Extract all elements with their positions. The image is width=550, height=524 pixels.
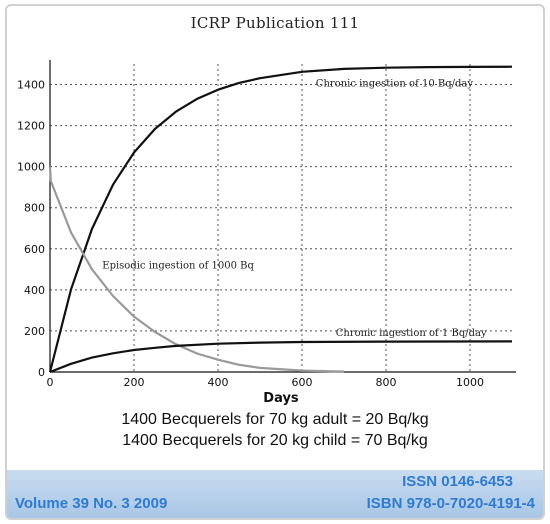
y-tick-label: 0 — [38, 366, 45, 379]
y-tick-label: 1200 — [17, 120, 45, 133]
x-tick-label: 0 — [47, 376, 54, 389]
grid — [50, 64, 512, 372]
y-tick-label: 600 — [24, 243, 45, 256]
isbn-label: ISBN 978-0-7020-4191-4 — [366, 495, 535, 512]
y-tick-label: 400 — [24, 284, 45, 297]
x-tick-label: 600 — [292, 376, 313, 389]
annotations: Chronic ingestion of 10 Bq/day Episodic i… — [102, 79, 487, 339]
x-tick-label: 800 — [376, 376, 397, 389]
publication-title: ICRP Publication 111 — [190, 14, 360, 32]
line-chart: 0 200 400 600 800 1000 0 200 400 600 800 1000 1200 14… — [17, 60, 516, 406]
tick-labels: 0 200 400 600 800 1000 0 200 400 600 800 1000 1200 14… — [17, 79, 484, 389]
series-line-1 — [48, 65, 513, 373]
volume-label: Volume 39 No. 3 2009 — [15, 495, 168, 512]
issn-label: ISSN 0146-6453 — [402, 473, 513, 490]
note-adult: 1400 Becquerels for 70 kg adult = 20 Bq/… — [121, 411, 429, 428]
footer-band: ISSN 0146-6453 Volume 39 No. 3 2009 ISBN… — [7, 470, 543, 518]
y-tick-label: 200 — [24, 325, 45, 338]
x-axis-label: Days — [263, 391, 299, 406]
series-line-3 — [49, 340, 513, 374]
plot-area — [50, 64, 512, 372]
series-annotation-1: Chronic ingestion of 10 Bq/day — [316, 79, 474, 90]
x-tick-label: 1000 — [456, 376, 484, 389]
x-tick-label: 200 — [124, 376, 145, 389]
series-lines — [48, 65, 513, 374]
y-tick-label: 800 — [24, 202, 45, 215]
series-line-2 — [48, 166, 345, 373]
axes — [49, 60, 516, 373]
x-tick-label: 400 — [208, 376, 229, 389]
series-annotation-2: Episodic ingestion of 1000 Bq — [102, 260, 254, 271]
book-cover: ICRP Publication 111 0 200 400 600 800 1000 0 2… — [5, 4, 545, 520]
note-child: 1400 Becquerels for 20 kg child = 70 Bq/… — [122, 432, 428, 449]
y-tick-label: 1000 — [17, 161, 45, 174]
y-tick-label: 1400 — [17, 79, 45, 92]
series-annotation-3: Chronic ingestion of 1 Bq/day — [336, 328, 487, 339]
